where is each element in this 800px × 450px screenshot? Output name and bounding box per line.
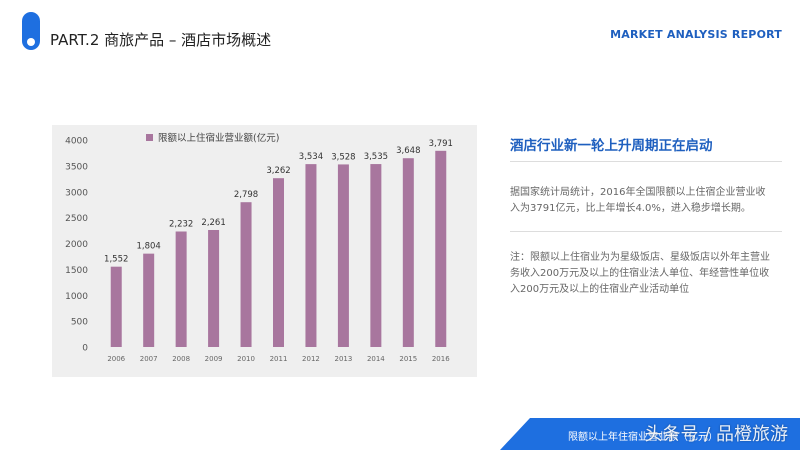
- bar-2016: [435, 150, 447, 347]
- x-tick-label: 2007: [140, 355, 158, 363]
- bar-2015: [402, 158, 414, 347]
- y-tick-label: 0: [82, 344, 88, 354]
- bar-2010: [240, 202, 252, 347]
- chart-panel: 0 500 1000 1500 2000 2500 3000 3500 4000 限额以上住宿业营…: [52, 125, 477, 377]
- x-tick-label: 2015: [399, 355, 417, 363]
- bar-value-label: 1,552: [104, 255, 128, 265]
- page-title: PART.2 商旅产品 – 酒店市场概述: [50, 31, 272, 49]
- y-tick-label: 500: [71, 318, 88, 328]
- bar-value-label: 3,535: [364, 152, 388, 162]
- y-tick-label: 2000: [65, 240, 88, 250]
- footer-caption: 限额以上年住宿业营业额（亿元）: [568, 432, 718, 443]
- bar-value-label: 3,534: [299, 152, 323, 162]
- y-tick-label: 4000: [65, 137, 88, 147]
- watermark: 头条号 / 品橙旅游: [644, 424, 788, 445]
- bar-value-label: 3,262: [266, 166, 290, 176]
- x-tick-label: 2016: [432, 355, 450, 363]
- side-paragraph-divider: [510, 231, 782, 232]
- bar-value-label: 3,791: [429, 139, 453, 149]
- x-tick-label: 2011: [270, 355, 288, 363]
- bar-chart: 0 500 1000 1500 2000 2500 3000 3500 4000 限额以上住宿业营…: [65, 132, 453, 363]
- footer-band: [500, 418, 800, 450]
- bar-2007: [143, 253, 155, 347]
- y-tick-label: 1000: [65, 292, 88, 302]
- y-tick-label: 2500: [65, 214, 88, 224]
- x-tick-label: 2006: [107, 355, 125, 363]
- bar-value-label: 2,798: [234, 190, 258, 200]
- bar-value-label: 2,232: [169, 219, 193, 229]
- y-tick-label: 1500: [65, 266, 88, 276]
- bar-2009: [208, 229, 220, 347]
- x-tick-label: 2008: [172, 355, 190, 363]
- bar-2006: [110, 266, 122, 347]
- bar-2008: [175, 231, 187, 347]
- x-tick-label: 2010: [237, 355, 255, 363]
- x-tick-label: 2012: [302, 355, 320, 363]
- y-tick-label: 3500: [65, 162, 88, 172]
- bar-value-label: 3,528: [331, 152, 355, 162]
- bar-2011: [273, 178, 284, 347]
- x-tick-label: 2013: [334, 355, 352, 363]
- side-title: 酒店行业新一轮上升周期正在启动: [510, 138, 713, 154]
- side-paragraph-note: 注：限额以上住宿业为为星级饭店、星级饭店以外年主营业务收入200万元及以上的住宿…: [510, 252, 770, 295]
- side-title-divider: [510, 161, 782, 162]
- legend-swatch: [146, 134, 153, 141]
- bar-value-label: 1,804: [137, 242, 161, 252]
- y-tick-label: 3000: [65, 188, 88, 198]
- bar-value-label: 2,261: [201, 218, 225, 228]
- accent-pill-icon: [22, 12, 40, 50]
- bar-value-label: 3,648: [396, 146, 420, 156]
- bar-2013: [337, 164, 349, 347]
- x-tick-label: 2014: [367, 355, 385, 363]
- bar-2014: [370, 164, 382, 347]
- x-tick-label: 2009: [205, 355, 223, 363]
- side-paragraph-summary: 据国家统计局统计，2016年全国限额以上住宿企业营业收入为3791亿元，比上年增…: [510, 187, 766, 214]
- legend-label: 限额以上住宿业营业额(亿元): [158, 132, 279, 144]
- bar-2012: [305, 164, 317, 347]
- report-label: MARKET ANALYSIS REPORT: [610, 28, 782, 41]
